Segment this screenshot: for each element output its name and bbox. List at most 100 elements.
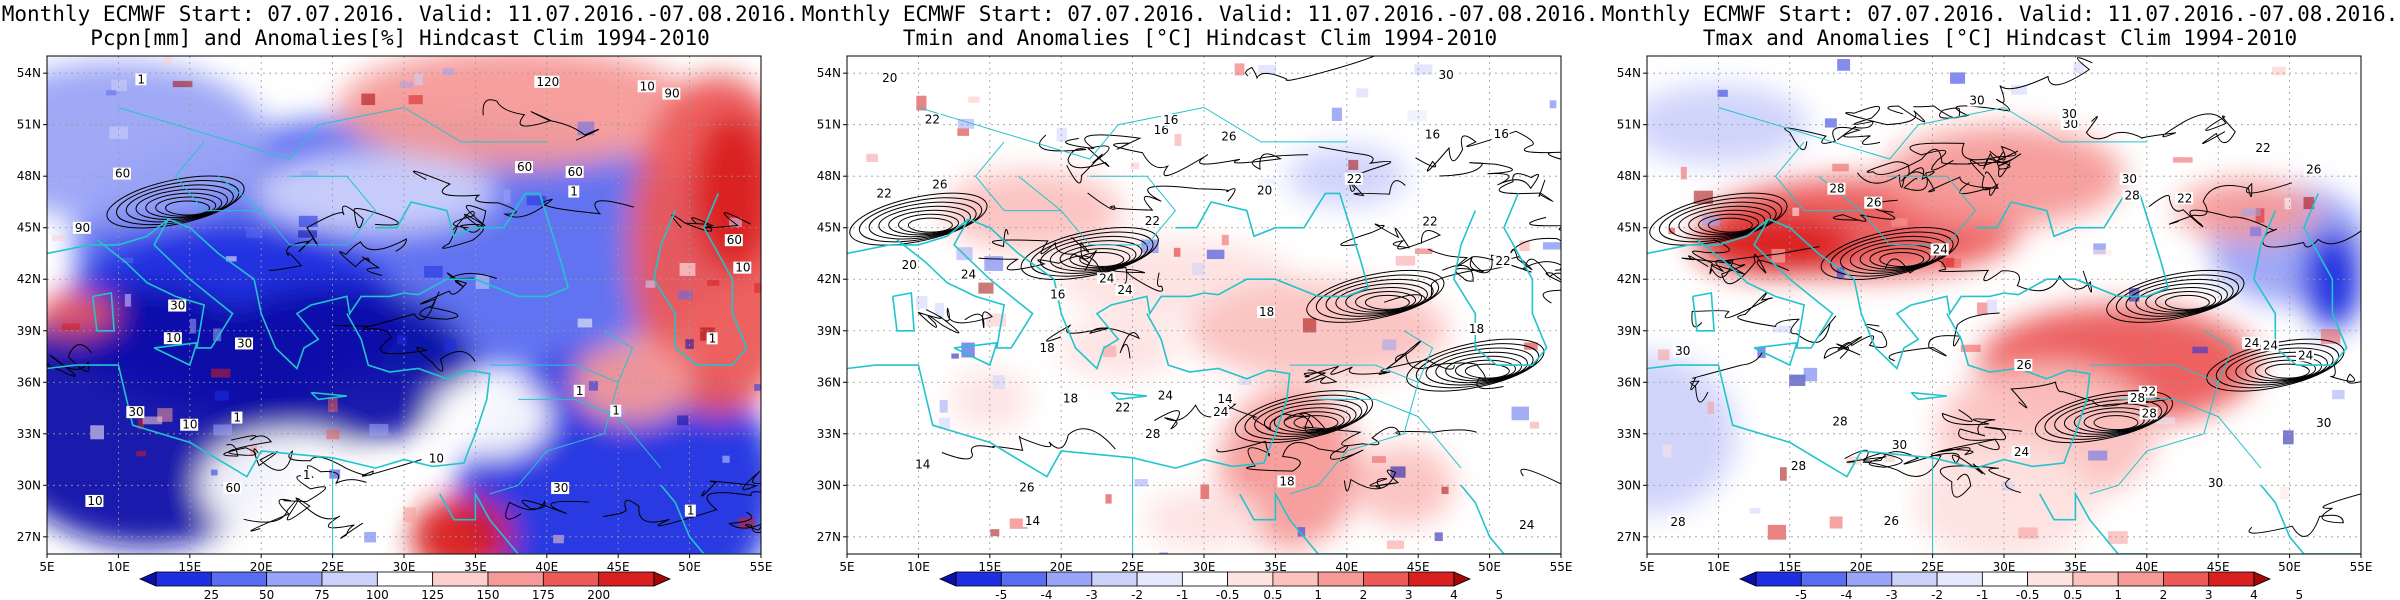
colorbar-label: -0.5 [1216,588,1239,600]
colorbar-segment [1408,571,1455,587]
contour-label: 24 [961,268,976,282]
lat-tick-label: 42N [1617,272,1641,286]
contour-label: 28 [1829,182,1844,196]
colorbar-label: 2 [2160,588,2168,600]
lat-tick-label: 45N [1617,221,1641,235]
colorbar-segment [1936,571,1983,587]
lon-tick-label: 45E [2207,560,2230,574]
contour-label: 28 [2130,391,2145,405]
lat-tick-label: 48N [1617,169,1641,183]
tmax-map: 2224262628222428303028262430283026302824… [1617,55,2373,600]
colorbar-segment [2163,571,2210,587]
contour-label: 1 [137,72,145,86]
colorbar-label: 3 [1405,588,1413,600]
contour-lines [849,56,1561,492]
colorbar-segment [1136,571,1183,587]
contour-label: 30 [1892,438,1907,452]
panel-title-line1: Monthly ECMWF Start: 07.07.2016. Valid: … [801,2,1599,26]
lon-tick-label: 30E [1193,560,1216,574]
contour-label: 22 [2177,191,2192,205]
colorbar-label: 75 [314,588,329,600]
precipitation-map: 60 60 30 90 120 90 60 60 30 10 30 10 1 10 10 1 1 10 1 1 1 1 1 3… [17,55,773,600]
colorbar-segment [2208,571,2255,587]
colorbar-label: 5 [1495,588,1503,600]
contour-label: 18 [1279,474,1294,488]
colorbar: -5 -4 -3 -2 -1 -0.5 0.5 1 2 3 4 5 [939,571,1503,600]
lon-tick-label: 15E [1778,560,1801,574]
colorbar-segment [542,571,600,587]
contour-label: 90 [75,221,90,235]
colorbar-segment [2027,571,2074,587]
contour-label: 24 [1158,388,1173,402]
contour-value-labels: 2224262628222428303028262430283026302824… [1668,94,2333,529]
lat-tick-label: 33N [1617,427,1641,441]
contour-label: 20 [1257,184,1272,198]
country-borders [118,106,662,554]
lat-tick-label: 51N [1617,118,1641,132]
lat-tick-label: 39N [17,324,41,338]
panel-title-line2: Tmin and Anomalies [°C] Hindcast Clim 19… [902,26,1498,50]
contour-label: 30 [2063,117,2078,131]
lon-tick-label: 50E [678,560,701,574]
panel-title-line2: Pcpn[mm] and Anomalies[%] Hindcast Clim … [90,26,710,50]
country-borders [918,106,1462,554]
lon-tick-label: 10E [907,560,930,574]
contour-label: 1 [576,384,584,398]
contour-label: 30 [2122,172,2137,186]
colorbar-label: 1 [2114,588,2122,600]
colorbar-label: 3 [2205,588,2213,600]
contour-label: 22 [1347,172,1362,186]
contour-lines [47,99,761,539]
colorbar-label: -5 [995,588,1007,600]
contour-label: 60 [115,167,130,181]
contour-label: 24 [2298,348,2313,362]
lat-tick-label: 30N [817,478,841,492]
contour-label: 28 [2125,189,2140,203]
map-axes: 54N 51N 48N 45N 42N 39N 36N 33N 30N 27N 5E 10E 15E 20… [817,66,1573,574]
lon-tick-label: 40E [2135,560,2158,574]
colorbar-segment [1739,571,1757,587]
lon-tick-label: 50E [1478,560,1501,574]
colorbar-label: 125 [421,588,444,600]
lon-tick-label: 20E [1850,560,1873,574]
colorbar-segment [487,571,544,587]
colorbar-segment [266,571,323,587]
contour-label: 1 [303,468,311,482]
map-axes: 54N 51N 48N 45N 42N 39N 36N 33N 30N 27N 5E 10E 15E 20… [17,66,773,574]
contour-label: 10 [87,494,102,508]
panel-tmax: Monthly ECMWF Start: 07.07.2016. Valid: … [1600,0,2400,600]
colorbar-label: 4 [1450,588,1458,600]
contour-label: 22 [1422,214,1437,228]
contour-label: 1 [570,185,578,199]
contour-label: 10 [640,79,655,93]
colorbar-segment [1181,571,1229,587]
contour-label: 22 [876,187,891,201]
contour-label: 20 [882,71,897,85]
lat-tick-label: 48N [17,169,41,183]
colorbar-segment [1091,571,1138,587]
contour-label: 18 [1259,305,1274,319]
lon-tick-label: 5E [39,560,54,574]
coastlines [1647,192,2361,554]
colorbar-label: -1 [1176,588,1188,600]
lat-tick-label: 36N [817,375,841,389]
lat-tick-label: 33N [17,427,41,441]
lon-tick-label: 50E [2278,560,2301,574]
contour-label: 1 [687,504,695,518]
contour-label: 28 [1791,459,1806,473]
colorbar-segment [1227,571,1274,587]
contour-label: 14 [1217,392,1232,406]
lat-tick-label: 51N [817,118,841,132]
contour-label: 30 [1969,94,1984,108]
contour-label: 22 [2255,141,2270,155]
map-axes: 54N 51N 48N 45N 42N 39N 36N 33N 30N 27N 5E 10E 15E 20… [1617,66,2373,574]
lat-tick-label: 27N [17,530,41,544]
contour-label: 26 [1884,514,1899,528]
colorbar-segment [1981,571,2029,587]
contour-label: 30 [553,481,568,495]
contour-label: 24 [2263,338,2278,352]
contour-label: 30 [128,405,143,419]
colorbar-label: 150 [477,588,500,600]
panel-tmin: Monthly ECMWF Start: 07.07.2016. Valid: … [800,0,1600,600]
